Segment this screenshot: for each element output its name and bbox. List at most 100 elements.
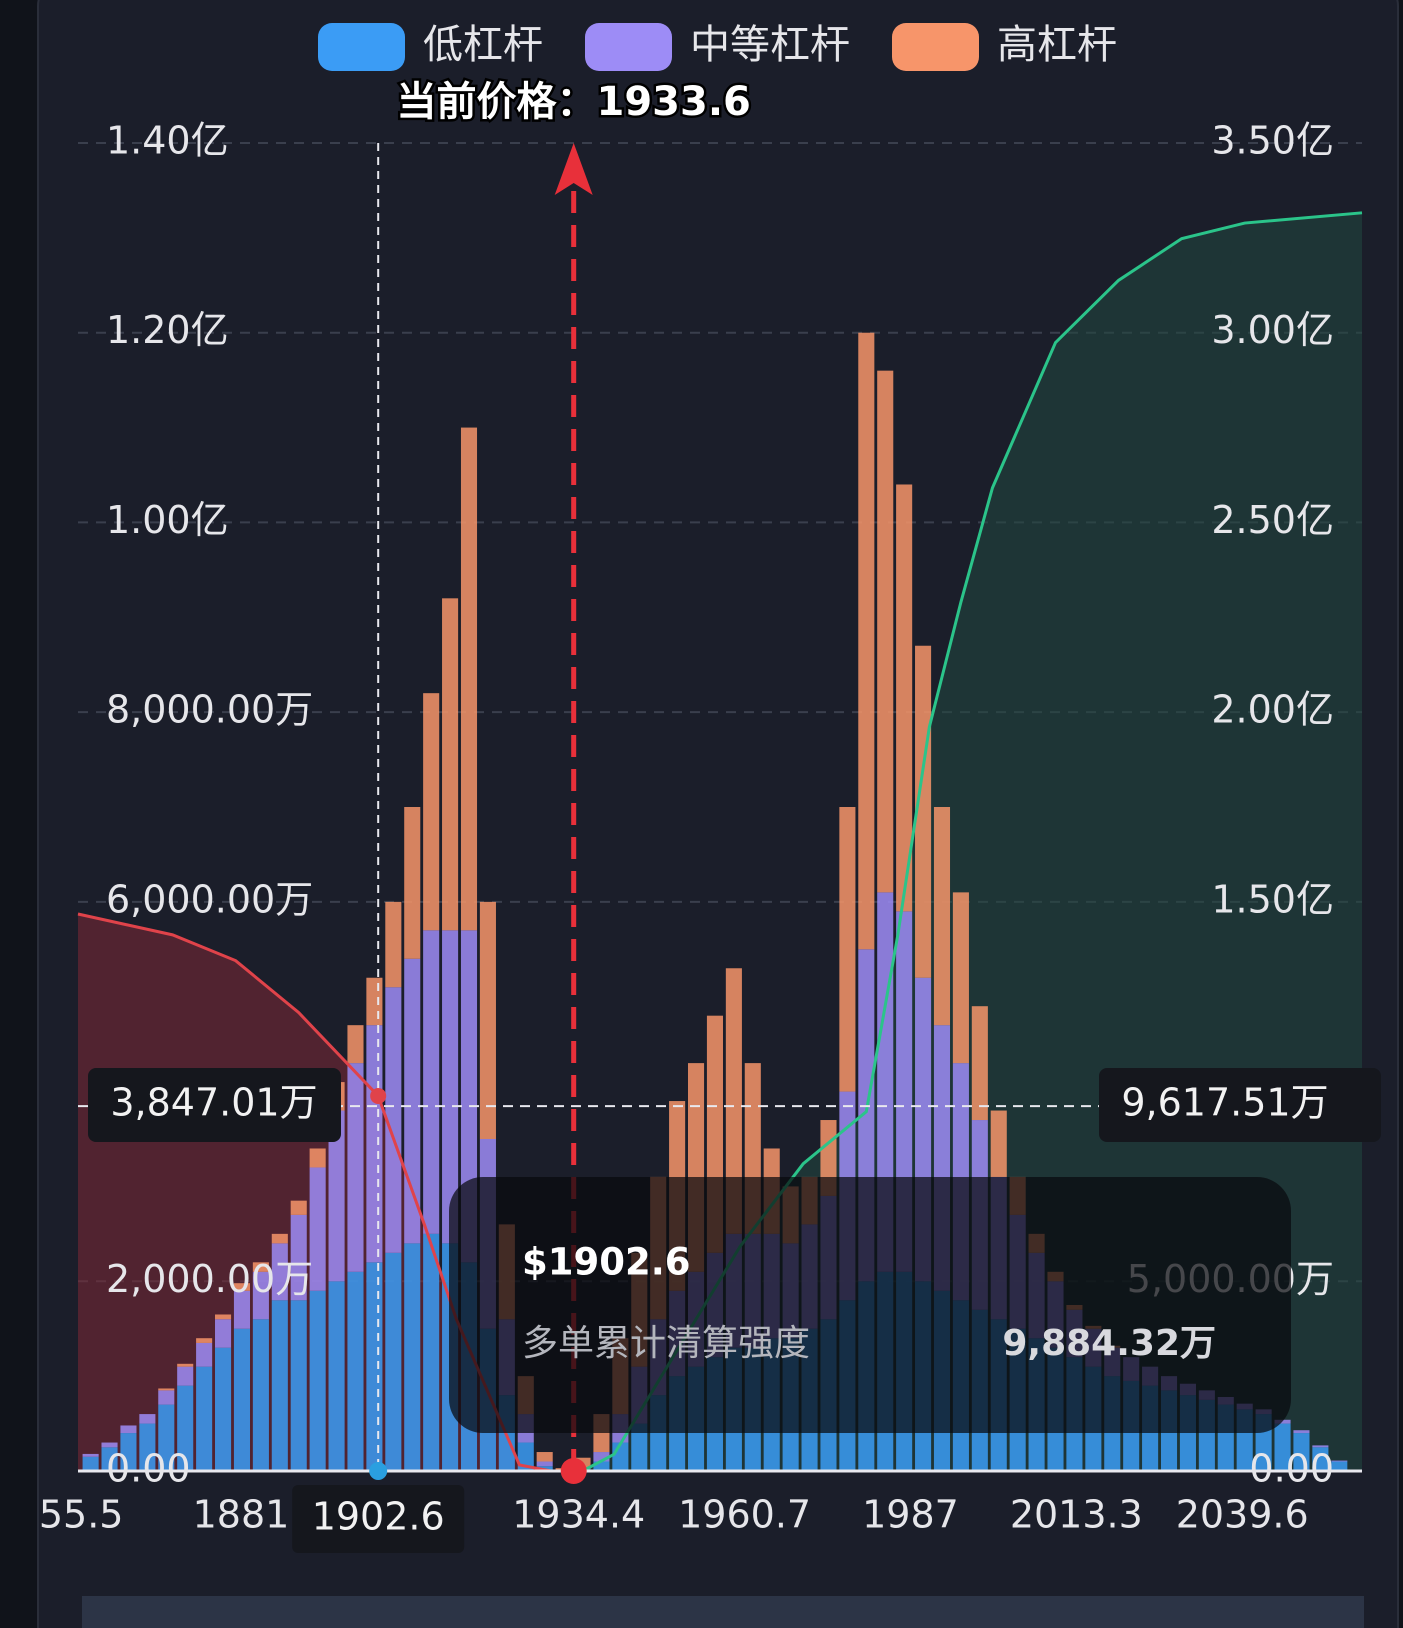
bar-segment [593,1461,610,1471]
bar-segment [290,1300,307,1471]
bar-segment [309,1148,326,1168]
bar-segment [120,1433,137,1471]
bar-segment [536,1452,553,1462]
y-tick-label: 1.20亿 [106,308,229,352]
bar-segment [952,892,969,1064]
current-price-label: 当前价格：1933.6 [397,79,751,125]
bar-segment [385,901,402,988]
bar-segment [252,1319,269,1471]
bar-segment [725,968,742,1234]
x-tick-label: 2013.3 [1010,1493,1143,1537]
bar-segment [252,1271,269,1320]
bar-segment [215,1347,232,1471]
crosshair-y-box [88,1068,341,1142]
bar-segment [347,1025,364,1064]
y-tick-label: 1.00亿 [106,498,229,542]
bar-segment [896,484,913,912]
bar-segment [196,1338,213,1343]
y-tick-label: 0.00 [106,1447,191,1491]
bar-segment [460,427,478,931]
bar-segment [177,1366,194,1386]
bar-segment [158,1388,175,1391]
current-price-dot [560,1458,587,1484]
bar-segment [1274,1423,1291,1471]
zoom-slider[interactable] [82,1596,1364,1628]
bar-segment [1331,1460,1348,1462]
bar-segment [971,1006,988,1121]
y-tick-label: 8,000.00万 [106,688,313,732]
y2-tick-label: 2.50亿 [1211,498,1334,542]
bar-segment [612,1442,629,1471]
bar-segment [593,1452,610,1462]
x-tick-label: 1987 [862,1493,959,1537]
bar-segment [120,1425,137,1434]
bar-segment [233,1328,251,1471]
bar-segment [309,1290,326,1471]
bar-segment [215,1314,232,1320]
current-price-arrow [554,143,593,195]
x-tick-label: 55.5 [39,1493,124,1537]
bar-segment [442,930,459,1244]
x-tick-label: 2039.6 [1176,1493,1309,1537]
bar-segment [271,1233,288,1244]
tooltip-title: $1902.6 [522,1241,691,1284]
bar-segment [385,1252,402,1471]
bar-segment [290,1214,307,1301]
y2-tick-label: 3.50亿 [1211,119,1334,163]
bar-segment [858,332,875,950]
tooltip-value: 9,884.32万 [1002,1323,1216,1364]
bar-segment [839,807,856,1092]
bar-segment [233,1290,251,1329]
legend-swatch [585,23,672,71]
bar-segment [1312,1445,1329,1448]
bar-segment [1274,1419,1291,1424]
y2-tick-label: 0.00 [1249,1447,1334,1491]
bar-segment [479,901,496,1139]
bar-segment [196,1342,213,1367]
bar-segment [309,1167,326,1291]
bar-segment [271,1300,288,1471]
x-tick-label: 1960.7 [678,1493,811,1537]
legend-label: 低杠杆 [423,22,543,68]
bar-segment [139,1423,156,1471]
legend-label: 高杠杆 [997,22,1117,68]
y2-tick-label: 1.50亿 [1211,877,1334,921]
bar-segment [347,1063,364,1272]
bar-segment [915,645,932,978]
x-tick-label: 1881. [193,1493,302,1537]
bar-segment [1293,1433,1310,1471]
y-tick-label: 2,000.00万 [106,1257,313,1301]
y-tick-label: 1.40亿 [106,119,229,163]
crosshair-y2-box [1099,1068,1381,1142]
bar-segment [423,930,440,1234]
bar-segment [177,1363,194,1367]
tooltip-label: 多单累计清算强度 [522,1323,810,1364]
bar-segment [82,1453,99,1457]
bar-segment [290,1200,307,1215]
bar-segment [385,987,402,1253]
bar-segment [139,1414,156,1424]
bar-segment [233,1283,251,1291]
bar-segment [423,693,440,931]
y-tick-label: 6,000.00万 [106,877,313,921]
bar-segment [990,1110,1007,1177]
bar-segment [536,1461,553,1467]
bar-segment [877,370,894,893]
bar-segment [423,1233,440,1471]
y2-tick-label: 3.00亿 [1211,308,1334,352]
crosshair-base-dot [369,1462,388,1480]
crosshair-x-box [292,1485,465,1553]
bar-segment [158,1390,175,1405]
bar-segment [196,1366,213,1471]
bar-segment [1331,1461,1348,1471]
cumulative-area [582,212,1362,1472]
bar-segment [631,1423,648,1471]
bar-segment [404,958,421,1244]
bar-segment [271,1243,288,1301]
bar-segment [404,1243,421,1471]
bar-segment [177,1385,194,1471]
bar-segment [101,1447,118,1471]
bar-segment [101,1442,118,1448]
legend-swatch [318,23,405,71]
